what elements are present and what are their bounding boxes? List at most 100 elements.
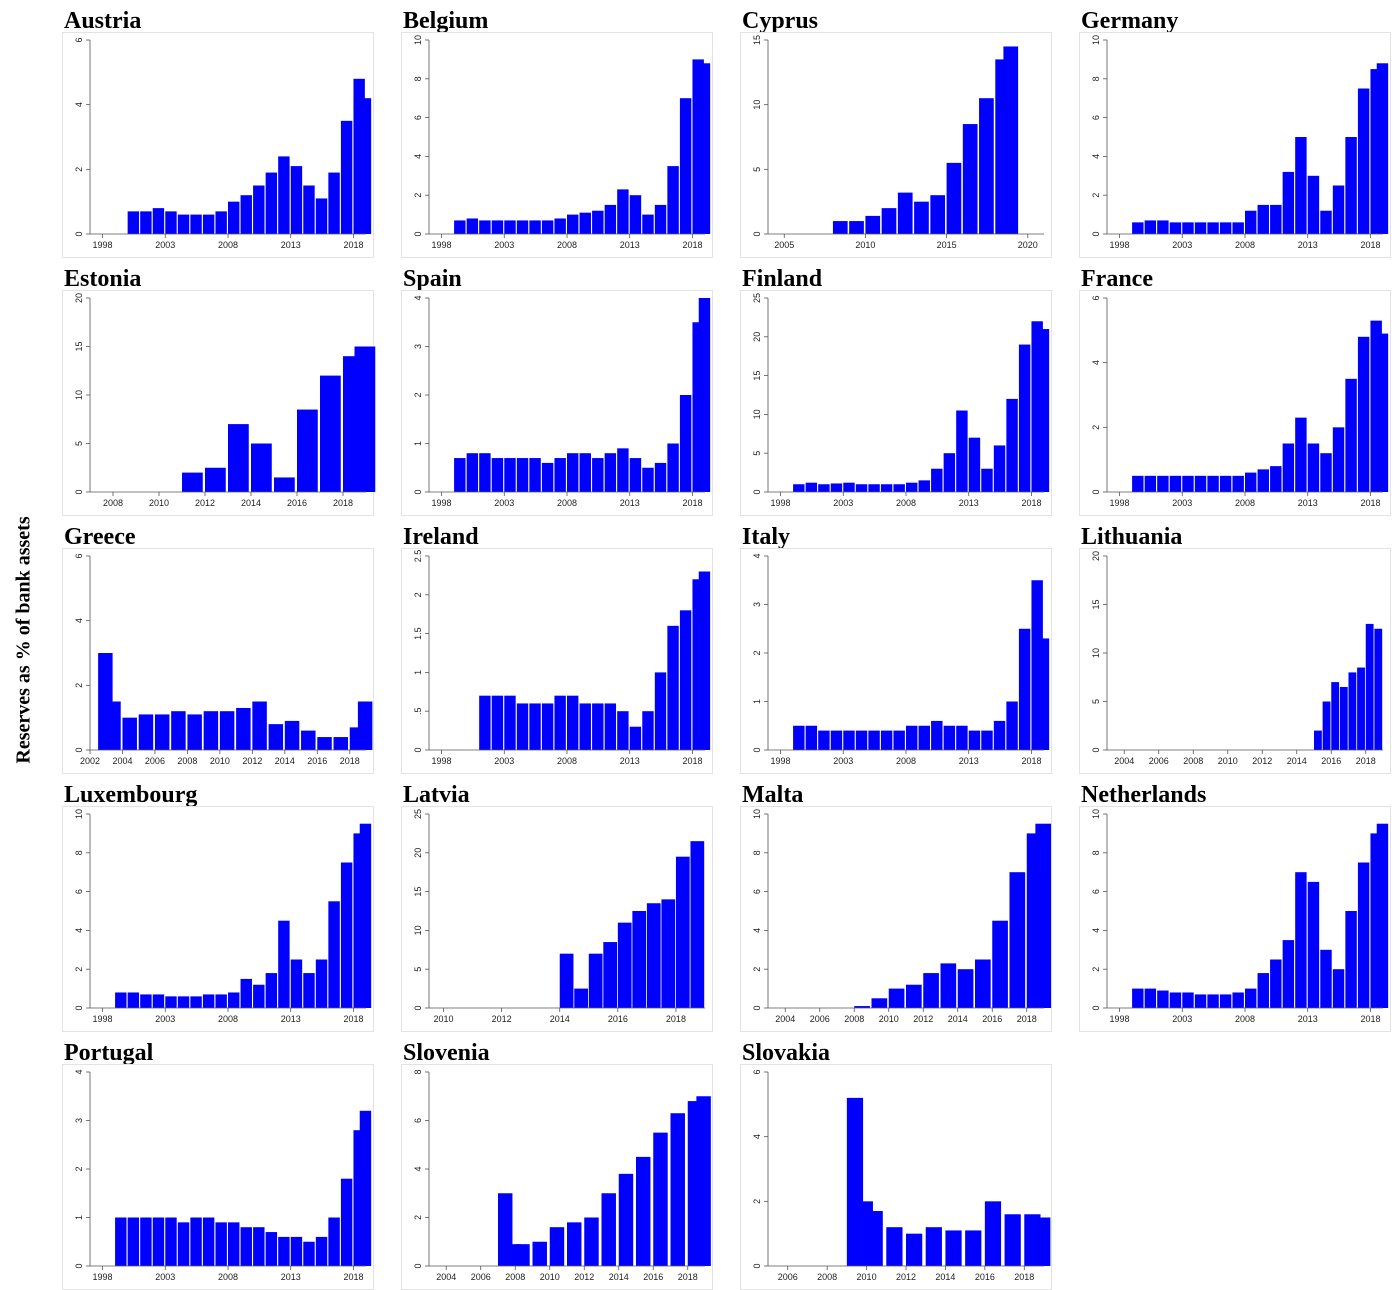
bar [301,730,316,750]
panel-title: France [1081,266,1153,292]
x-tick-label: 2004 [1114,756,1134,766]
bar [1003,46,1019,234]
bar [1169,222,1182,234]
x-tick-label: 2008 [1235,1014,1255,1024]
bar [359,823,372,1008]
bar [843,730,855,750]
plot-frame [62,548,374,774]
plot-area: 0 1 2 3 4 1998 2003 2008 2013 2018 [740,548,1052,774]
panel-ireland: Ireland 0 .5 1 1.5 2 2.5 1998 2003 2008 2013 2018 [401,524,713,774]
y-tick-label: 6 [74,37,84,42]
bar [692,59,704,235]
y-tick-label: 10 [1091,648,1101,658]
x-tick-label: 2018 [678,1272,698,1282]
bar [187,714,202,750]
plot-area: 0 2 4 6 8 10 2004 2006 2008 2010 2012 2014 2016 2018 [740,806,1052,1032]
x-tick-label: 1998 [93,1014,113,1024]
bar [698,298,711,492]
bar [956,725,968,750]
bar [1339,686,1348,750]
plot-frame [401,290,713,516]
x-tick-label: 2010 [855,240,875,250]
bar [353,833,365,1008]
y-tick-label: 1 [413,441,423,446]
bar [1219,994,1232,1008]
y-tick-label: 2 [74,967,84,972]
bar [584,1217,599,1266]
bar [315,198,328,234]
bar [290,1236,303,1266]
bar [454,458,466,492]
y-tick-label: 10 [752,100,762,110]
bar [202,1217,215,1266]
panel-title: Germany [1081,8,1179,34]
bar [849,221,864,234]
plot-area: 0 1 2 3 4 1998 2003 2008 2013 2018 [62,1064,374,1290]
x-tick-label: 2018 [1360,498,1380,508]
bar [968,437,981,492]
x-tick-label: 2003 [494,498,514,508]
bar [1376,333,1389,492]
bar [290,959,303,1008]
bar [1157,990,1169,1008]
panel-greece: Greece 0 2 4 6 2002 2004 2006 2008 2010 2012 2014 20… [62,524,374,774]
bar [981,468,993,492]
bar [359,1110,372,1266]
plot-area: 0 2 4 6 8 10 1998 2003 2008 2013 2018 [1079,806,1391,1032]
x-tick-label: 2013 [281,1014,301,1024]
x-tick-label: 2018 [682,240,702,250]
bar [1037,329,1050,492]
bar [340,862,353,1008]
x-tick-label: 2010 [879,1014,899,1024]
y-tick-label: 5 [1091,699,1101,704]
bar [177,996,190,1008]
bar [642,711,654,750]
bar [1320,210,1332,234]
bar [491,220,504,234]
x-tick-label: 2003 [155,1272,175,1282]
x-tick-label: 2013 [281,240,301,250]
x-tick-label: 2012 [913,1014,933,1024]
x-tick-label: 2010 [434,1014,454,1024]
y-tick-label: 0 [74,489,84,494]
bar [588,953,603,1008]
x-tick-label: 2013 [1298,240,1318,250]
y-tick-label: 0 [74,747,84,752]
x-tick-label: 1998 [771,498,791,508]
bar [359,98,372,234]
x-tick-label: 2003 [833,498,853,508]
x-tick-label: 2008 [844,1014,864,1024]
bar [1245,472,1257,492]
x-tick-label: 2012 [242,756,262,766]
plot-area: 0 2 4 6 8 2004 2006 2008 2010 2012 2014 2016 2018 [401,1064,713,1290]
plot-area: 0 5 10 15 20 25 1998 2003 2008 2013 2018 [740,290,1052,516]
panel-cyprus: Cyprus 0 5 10 15 2005 2010 2015 2020 [740,8,1052,258]
panel-luxembourg: Luxembourg 0 2 4 6 8 10 1998 2003 2008 2013 2018 [62,782,374,1032]
bar [981,730,993,750]
y-tick-label: 2 [74,683,84,688]
bar [1331,682,1340,750]
panel-title: Estonia [64,266,142,292]
bar [340,120,353,234]
bar [818,484,830,492]
bar [567,214,579,234]
bar [1207,222,1219,234]
y-tick-label: 8 [74,850,84,855]
bar [818,730,830,750]
bar [805,725,818,750]
bar [893,730,905,750]
x-tick-label: 2014 [935,1272,955,1282]
y-tick-label: 2 [413,392,423,397]
bar [268,724,284,750]
x-tick-label: 2013 [959,756,979,766]
y-tick-label: 0 [1091,489,1101,494]
bar [549,1227,565,1266]
y-tick-label: 5 [752,451,762,456]
bar [1320,949,1332,1008]
bar [906,1233,923,1266]
bar [636,1156,651,1266]
bar [479,453,491,492]
y-tick-label: 6 [1091,889,1101,894]
bar [945,1230,962,1266]
bar [923,973,939,1008]
